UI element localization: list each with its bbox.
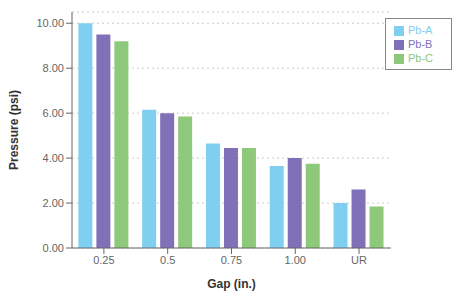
svg-text:0.75: 0.75: [221, 254, 242, 266]
html-text:Pb-B: Pb-B: [407, 38, 433, 50]
svg-text:Pressure (psi): Pressure (psi): [8, 90, 21, 170]
svg-text:10.00: 10.00: [36, 17, 64, 29]
svg-text:0.00: 0.00: [43, 242, 64, 254]
html-text:Pb-C: Pb-C: [407, 52, 433, 64]
svg-text:2.00: 2.00: [43, 197, 64, 209]
svg-text:0.5: 0.5: [160, 254, 175, 266]
svg-text:0.25: 0.25: [93, 254, 114, 266]
svg-text:Gap (in.): Gap (in.): [207, 277, 256, 291]
svg-text:4.00: 4.00: [43, 152, 64, 164]
svg-text:6.00: 6.00: [43, 107, 64, 119]
svg-text:1.00: 1.00: [285, 254, 306, 266]
svg-text:UR: UR: [351, 254, 367, 266]
svg-text:8.00: 8.00: [43, 62, 64, 74]
html-text:Pb-A: Pb-A: [407, 24, 433, 36]
